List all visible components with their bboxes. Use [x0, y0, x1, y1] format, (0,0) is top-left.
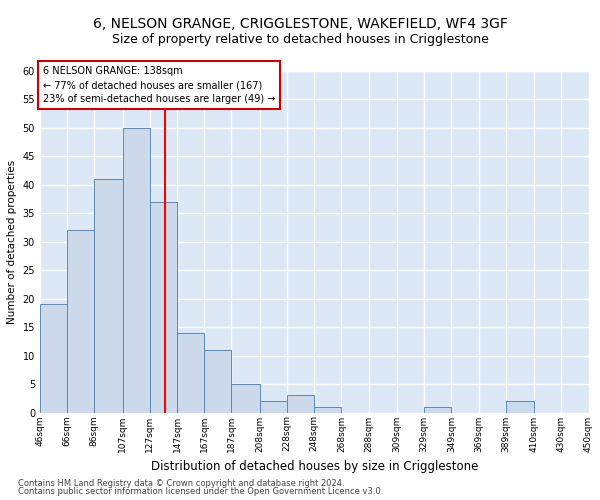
Bar	[67, 230, 94, 412]
Bar	[314, 407, 341, 412]
Bar	[506, 401, 534, 412]
Text: Size of property relative to detached houses in Crigglestone: Size of property relative to detached ho…	[112, 32, 488, 46]
Bar	[150, 202, 177, 412]
Bar	[40, 304, 67, 412]
Bar	[424, 407, 451, 412]
Bar	[232, 384, 260, 412]
Bar	[123, 128, 150, 412]
Text: 6, NELSON GRANGE, CRIGGLESTONE, WAKEFIELD, WF4 3GF: 6, NELSON GRANGE, CRIGGLESTONE, WAKEFIEL…	[92, 18, 508, 32]
Y-axis label: Number of detached properties: Number of detached properties	[7, 160, 17, 324]
X-axis label: Distribution of detached houses by size in Crigglestone: Distribution of detached houses by size …	[151, 460, 478, 473]
Text: 6 NELSON GRANGE: 138sqm
← 77% of detached houses are smaller (167)
23% of semi-d: 6 NELSON GRANGE: 138sqm ← 77% of detache…	[43, 66, 275, 104]
Bar	[94, 179, 123, 412]
Bar	[177, 333, 204, 412]
Text: Contains HM Land Registry data © Crown copyright and database right 2024.: Contains HM Land Registry data © Crown c…	[18, 478, 344, 488]
Bar	[260, 401, 287, 412]
Bar	[287, 396, 314, 412]
Bar	[204, 350, 232, 412]
Text: Contains public sector information licensed under the Open Government Licence v3: Contains public sector information licen…	[18, 487, 383, 496]
